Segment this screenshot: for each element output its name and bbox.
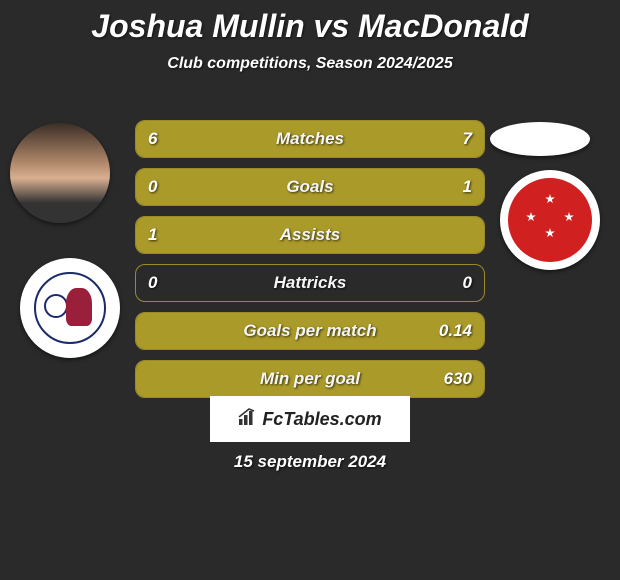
stat-label: Goals per match bbox=[136, 313, 484, 349]
stat-row: 630Min per goal bbox=[135, 360, 485, 398]
club-badge-left bbox=[20, 258, 120, 358]
page-subtitle: Club competitions, Season 2024/2025 bbox=[0, 55, 620, 73]
player-left-photo bbox=[10, 123, 110, 223]
stats-panel: 67Matches 01Goals 1Assists 00Hattricks 0.14G… bbox=[135, 120, 485, 408]
comparison-infographic: Joshua Mullin vs MacDonald Club competit… bbox=[0, 0, 620, 580]
stat-row: 1Assists bbox=[135, 216, 485, 254]
stat-label: Assists bbox=[136, 217, 484, 253]
stat-row: 67Matches bbox=[135, 120, 485, 158]
chart-icon bbox=[238, 408, 258, 431]
date-text: 15 september 2024 bbox=[0, 452, 620, 472]
club-badge-right bbox=[500, 170, 600, 270]
stat-label: Min per goal bbox=[136, 361, 484, 397]
stat-label: Hattricks bbox=[136, 265, 484, 301]
stat-label: Matches bbox=[136, 121, 484, 157]
page-title: Joshua Mullin vs MacDonald bbox=[0, 0, 620, 45]
stat-row: 00Hattricks bbox=[135, 264, 485, 302]
source-logo-box: FcTables.com bbox=[210, 396, 410, 442]
stat-label: Goals bbox=[136, 169, 484, 205]
stat-row: 0.14Goals per match bbox=[135, 312, 485, 350]
player-right-photo-placeholder bbox=[490, 122, 590, 156]
club-badge-right-crest bbox=[508, 178, 592, 262]
source-logo-text: FcTables.com bbox=[262, 409, 381, 430]
stat-row: 01Goals bbox=[135, 168, 485, 206]
club-badge-left-crest bbox=[34, 272, 106, 344]
